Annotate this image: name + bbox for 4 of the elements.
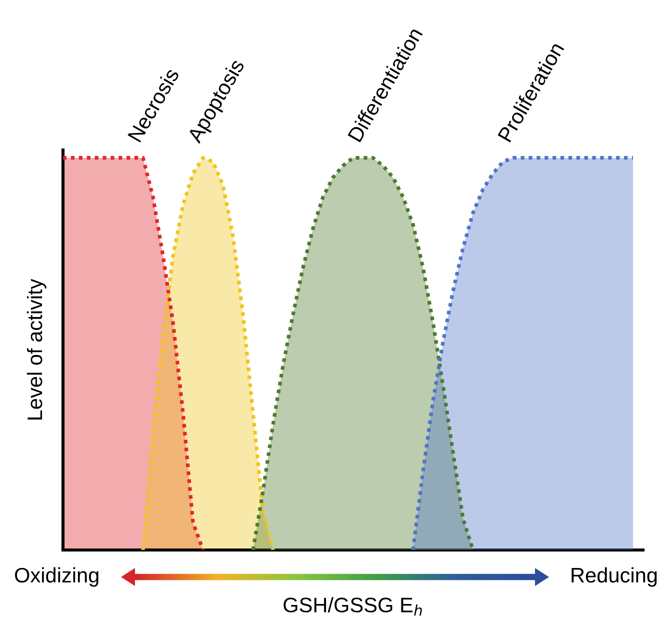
x-axis-title: GSH/GSSG E$_{h}$ <box>284 597 422 616</box>
text: Oxidizing <box>14 567 98 587</box>
text: Reducing <box>572 567 657 587</box>
y-axis-title: Level of activity <box>26 278 46 420</box>
